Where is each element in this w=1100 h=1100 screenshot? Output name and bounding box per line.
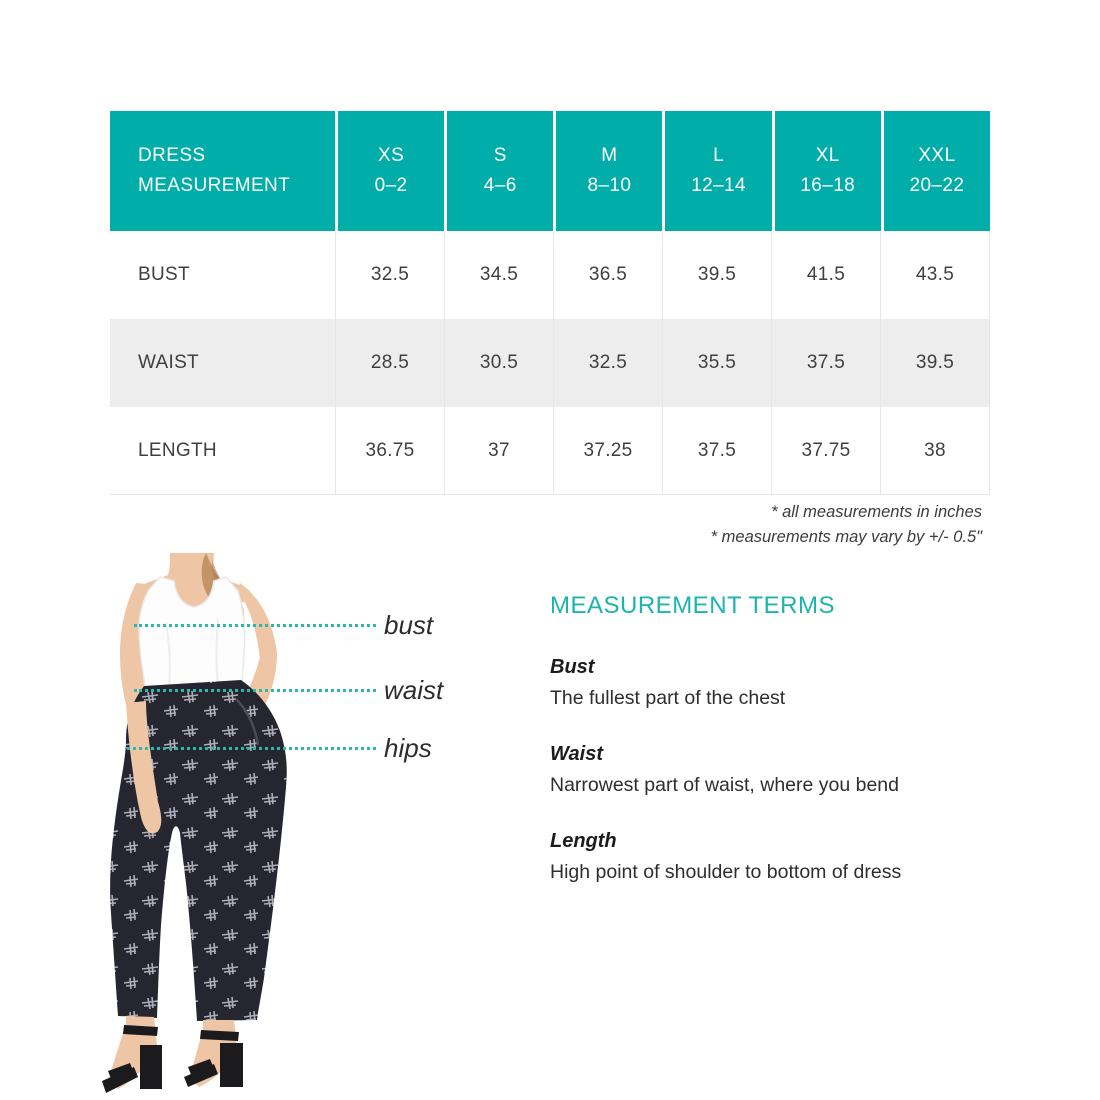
measurement-label-bust: bust	[384, 610, 434, 640]
term-waist-definition: Narrowest part of waist, where you bend	[550, 774, 900, 796]
cell-value: 34.5	[444, 231, 553, 319]
row-label: LENGTH	[138, 439, 217, 461]
table-footnotes: * all measurements in inches * measureme…	[110, 500, 982, 549]
cell-value: 38	[880, 407, 989, 494]
size-range: 8–10	[587, 175, 632, 196]
size-table: DRESS MEASUREMENT XS 0–2 S 4–6 M 8–10 L …	[110, 111, 990, 495]
table-row-bust: BUST 32.5 34.5 36.5 39.5 41.5 43.5	[110, 231, 990, 319]
cell-value: 39.5	[880, 319, 989, 407]
cell-value: 39.5	[662, 231, 771, 319]
cell-value: 37.5	[662, 407, 771, 494]
cell-value: 28.5	[335, 319, 444, 407]
term-bust-definition: The fullest part of the chest	[550, 687, 786, 709]
header-cell-size-xs: XS 0–2	[335, 111, 444, 231]
size-range: 0–2	[374, 175, 408, 196]
table-row-waist: WAIST 28.5 30.5 32.5 35.5 37.5 39.5	[110, 319, 990, 407]
size-name: XXL	[918, 145, 956, 166]
cell-value: 37.5	[771, 319, 880, 407]
model-pants	[110, 680, 287, 1021]
measurement-line-bust	[134, 624, 376, 627]
size-name: M	[601, 145, 618, 166]
size-name: XS	[378, 145, 405, 166]
header-cell-size-m: M 8–10	[553, 111, 662, 231]
measurement-label-hips: hips	[384, 733, 432, 763]
model-right-upper-arm	[238, 583, 277, 659]
model-left-forearm	[126, 701, 162, 834]
size-name: XL	[815, 145, 840, 166]
model-photo	[102, 553, 287, 1093]
measurement-label-waist: waist	[384, 675, 444, 705]
model-tank-top	[138, 576, 246, 695]
table-row-length: LENGTH 36.75 37 37.25 37.5 37.75 38	[110, 407, 990, 495]
cell-value: 43.5	[880, 231, 989, 319]
model-pocket-line	[235, 698, 260, 746]
cell-value: 32.5	[335, 231, 444, 319]
header-cell-size-xxl: XXL 20–22	[880, 111, 990, 231]
term-length-definition: High point of shoulder to bottom of dres…	[550, 861, 902, 883]
term-waist-name: Waist	[550, 743, 603, 765]
row-label: BUST	[138, 264, 190, 285]
model-left-upper-arm	[120, 583, 156, 705]
cell-value: 36.75	[335, 407, 444, 494]
model-right-shoe	[184, 1030, 243, 1087]
size-range: 20–22	[909, 175, 965, 196]
term-bust-name: Bust	[550, 656, 595, 678]
header-cell-title: DRESS MEASUREMENT	[110, 111, 335, 231]
terms-heading: MEASUREMENT TERMS	[550, 592, 835, 619]
header-title-line2: MEASUREMENT	[138, 175, 291, 196]
cell-value: 37.75	[771, 407, 880, 494]
measurement-line-waist	[134, 689, 376, 692]
header-cell-size-s: S 4–6	[444, 111, 553, 231]
cell-value: 36.5	[553, 231, 662, 319]
size-name: S	[493, 145, 507, 166]
header-cell-size-l: L 12–14	[662, 111, 771, 231]
cell-value: 30.5	[444, 319, 553, 407]
size-range: 16–18	[800, 175, 856, 196]
row-label: WAIST	[138, 352, 199, 373]
term-length-name: Length	[550, 830, 617, 852]
footnote-inches: * all measurements in inches	[771, 503, 982, 521]
cell-value: 37.25	[553, 407, 662, 494]
cell-value: 41.5	[771, 231, 880, 319]
cell-value: 35.5	[662, 319, 771, 407]
model-left-shoe	[102, 1025, 162, 1093]
measurement-line-hips	[127, 747, 376, 750]
size-name: L	[713, 145, 725, 166]
cell-value: 37	[444, 407, 553, 494]
size-range: 4–6	[483, 175, 517, 196]
size-range: 12–14	[691, 175, 746, 196]
header-title-line1: DRESS	[138, 145, 206, 166]
header-cell-size-xl: XL 16–18	[771, 111, 881, 231]
cell-value: 32.5	[553, 319, 662, 407]
footnote-variance: * measurements may vary by +/- 0.5"	[710, 527, 982, 546]
table-header-row: DRESS MEASUREMENT XS 0–2 S 4–6 M 8–10 L …	[110, 111, 990, 231]
